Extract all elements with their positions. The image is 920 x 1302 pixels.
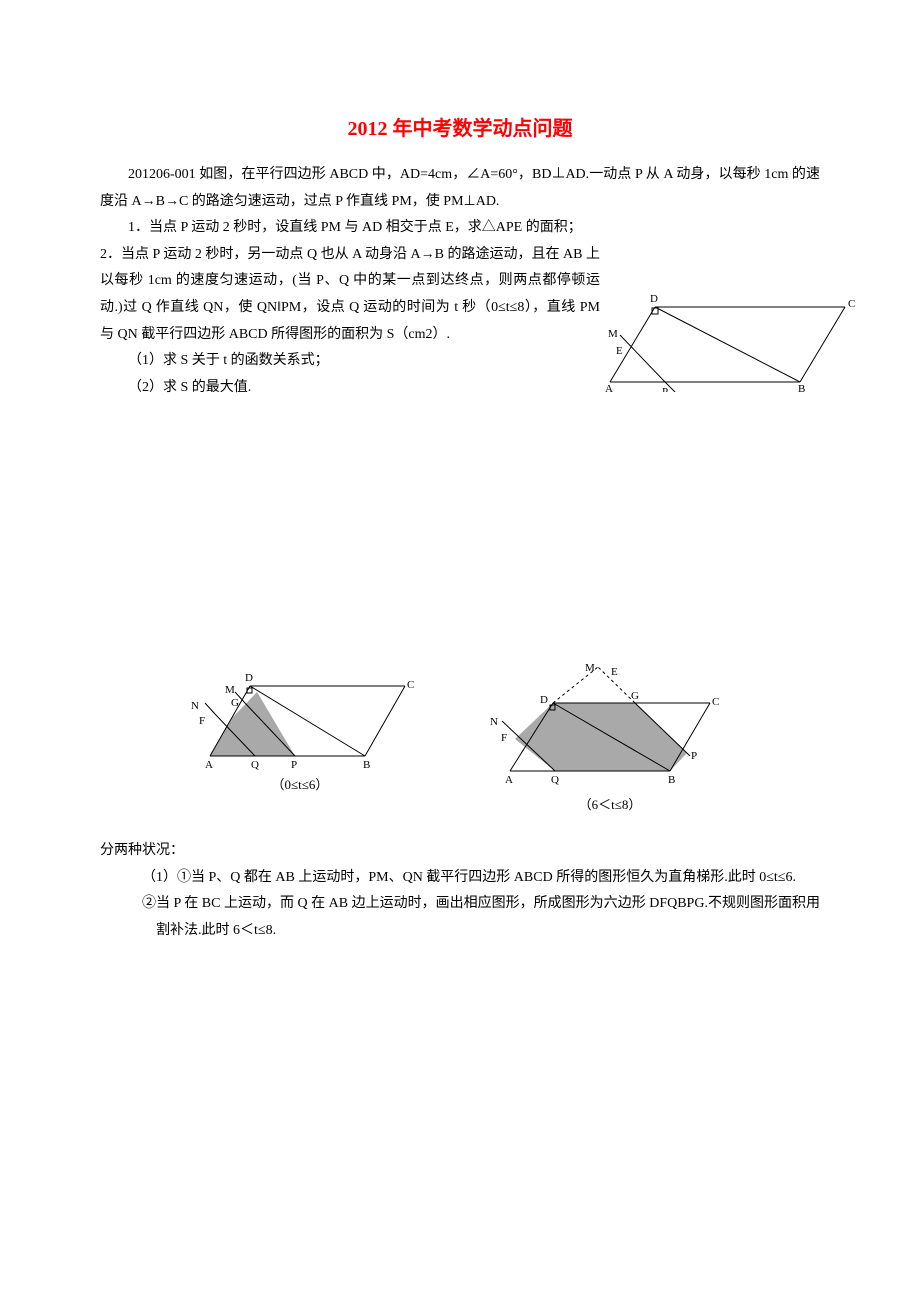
label-p: P (662, 386, 668, 392)
label-n-l: N (191, 700, 199, 712)
caption-left: （0≤t≤6） (185, 773, 415, 798)
figures-row: A B C D M N G F Q P （0≤t≤6） (100, 661, 820, 818)
label-d: D (650, 293, 658, 305)
question-1: 1．当点 P 运动 2 秒时，设直线 PM 与 AD 相交于点 E，求△APE … (100, 215, 820, 242)
intro-paragraph: 201206-001 如图，在平行四边形 ABCD 中，AD=4cm，∠A=60… (100, 162, 820, 215)
label-e-r: E (611, 666, 618, 678)
label-m: M (608, 328, 618, 340)
figure-left-diagram-icon: A B C D M N G F Q P (185, 661, 415, 771)
label-a-r: A (505, 774, 513, 786)
label-a: A (605, 383, 613, 392)
figure-left-col: A B C D M N G F Q P （0≤t≤6） (185, 661, 415, 818)
label-q-l: Q (251, 759, 259, 771)
parallelogram-diagram-icon: A B C D M E P (600, 292, 860, 392)
question-2: 2．当点 P 运动 2 秒时，另一动点 Q 也从 A 动身沿 A→B 的路途运动… (100, 242, 600, 348)
label-m-l: M (225, 684, 235, 696)
label-g-l: G (231, 697, 239, 709)
label-c-l: C (407, 679, 414, 691)
page-title: 2012 年中考数学动点问题 (100, 110, 820, 148)
label-f-r: F (501, 732, 507, 744)
figure-right-col: A B C D M E N G F Q P （6＜t≤8） (485, 661, 735, 818)
label-f-l: F (199, 715, 205, 727)
label-d-r: D (540, 694, 548, 706)
figure-right-diagram-icon: A B C D M E N G F Q P (485, 661, 735, 791)
label-m-r: M (585, 662, 595, 674)
q2-text: 2．当点 P 运动 2 秒时，另一动点 Q 也从 A 动身沿 A→B 的路途运动… (100, 242, 600, 348)
analysis-block: （1）①当 P、Q 都在 AB 上运动时，PM、QN 截平行四边形 ABCD 所… (142, 865, 820, 945)
q2-block: 2．当点 P 运动 2 秒时，另一动点 Q 也从 A 动身沿 A→B 的路途运动… (100, 242, 820, 348)
label-q-r: Q (551, 774, 559, 786)
analysis-2: ②当 P 在 BC 上运动，而 Q 在 AB 边上运动时，画出相应图形，所成图形… (156, 891, 820, 944)
label-g-r: G (631, 690, 639, 702)
label-d-l: D (245, 672, 253, 684)
label-c: C (848, 298, 855, 310)
analysis-head: 分两种状况： (100, 838, 820, 865)
label-e: E (616, 345, 623, 357)
figure-top: A B C D M E P (600, 292, 860, 392)
label-b-r: B (668, 774, 675, 786)
document-page: 2012 年中考数学动点问题 201206-001 如图，在平行四边形 ABCD… (0, 0, 920, 1004)
caption-right: （6＜t≤8） (485, 793, 735, 818)
label-b-l: B (363, 759, 370, 771)
label-n-r: N (490, 716, 498, 728)
label-a-l: A (205, 759, 213, 771)
label-p-r: P (691, 750, 697, 762)
analysis-1: （1）①当 P、Q 都在 AB 上运动时，PM、QN 截平行四边形 ABCD 所… (142, 865, 820, 892)
label-c-r: C (712, 696, 719, 708)
label-p-l: P (291, 759, 297, 771)
label-b: B (798, 383, 805, 392)
